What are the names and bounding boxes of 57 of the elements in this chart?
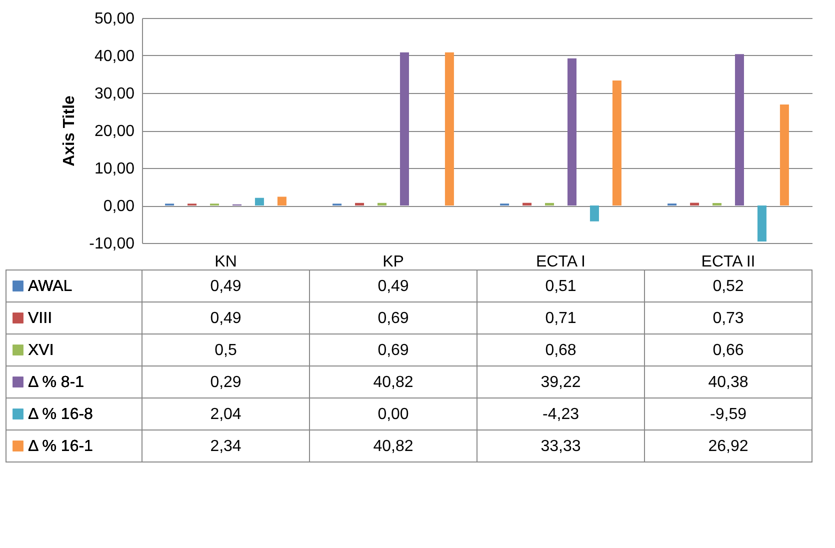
y-tick-label: 50,00 xyxy=(94,10,135,28)
x-tick-label: KN xyxy=(214,254,237,270)
data-label: 40,82 xyxy=(373,374,414,391)
bar xyxy=(378,202,387,206)
legend-label: Δ % 16-1 xyxy=(28,438,94,455)
y-tick-label: -10,00 xyxy=(89,236,135,252)
legend-label: Δ % 16-8 xyxy=(28,406,94,423)
data-label: -4,23 xyxy=(542,406,580,423)
bar xyxy=(444,52,454,206)
legend-label: XVI xyxy=(28,342,54,359)
bar xyxy=(734,54,744,206)
x-tick-label: ECTA I xyxy=(536,254,586,270)
bar xyxy=(590,206,599,222)
data-label: 0,51 xyxy=(545,278,576,295)
bar xyxy=(355,202,364,206)
y-tick-label: 40,00 xyxy=(94,48,135,65)
bar xyxy=(690,202,700,206)
data-label: 0,68 xyxy=(545,342,576,359)
y-tick-label: 0,00 xyxy=(103,198,135,215)
y-tick-label: 10,00 xyxy=(94,160,135,178)
data-label: 0,49 xyxy=(210,278,242,295)
bar xyxy=(757,206,766,242)
data-label: 2,04 xyxy=(210,406,242,423)
data-label: 0,5 xyxy=(214,342,237,359)
data-label: 39,22 xyxy=(540,374,581,391)
data-label: 0,73 xyxy=(712,310,744,327)
x-tick-label: KP xyxy=(382,254,404,270)
y-tick-label: 20,00 xyxy=(94,123,135,140)
y-tick-label: 30,00 xyxy=(94,86,135,102)
data-label: 2,34 xyxy=(210,438,242,455)
data-label: 33,33 xyxy=(540,438,581,455)
data-label: 0,49 xyxy=(210,310,242,327)
data-label: 0,49 xyxy=(378,278,409,295)
legend-label: AWAL xyxy=(28,278,72,295)
legend-label: VIII xyxy=(28,310,52,327)
data-label: 0,71 xyxy=(545,310,576,327)
bar xyxy=(780,104,789,206)
bar xyxy=(254,198,264,206)
x-tick-label: ECTA II xyxy=(701,254,756,270)
legend-label: Δ % 8-1 xyxy=(28,374,84,391)
bar xyxy=(277,196,286,206)
data-label: 0,69 xyxy=(378,342,409,359)
bar xyxy=(567,58,576,206)
data-label: 0,00 xyxy=(378,406,409,423)
data-label: 0,29 xyxy=(210,374,242,391)
data-label: 0,52 xyxy=(712,278,744,295)
y-axis-title: Axis Title xyxy=(61,95,78,166)
bar xyxy=(612,80,622,206)
data-label: 26,92 xyxy=(708,438,748,455)
bar xyxy=(522,202,532,206)
data-label: 0,66 xyxy=(712,342,744,359)
bar xyxy=(545,202,554,206)
data-label: 0,69 xyxy=(378,310,409,327)
data-label: 40,38 xyxy=(708,374,748,391)
data-label: -9,59 xyxy=(710,406,747,423)
bar xyxy=(400,52,409,206)
data-label: 40,82 xyxy=(373,438,414,455)
